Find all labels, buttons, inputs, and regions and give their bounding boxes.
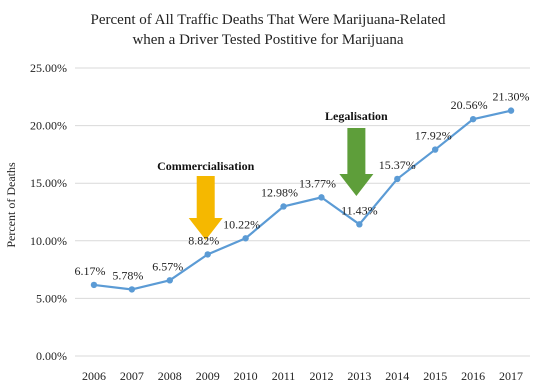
y-tick-0: 0.00% (36, 349, 67, 363)
x-tick-2017: 2017 (499, 369, 523, 383)
series-polyline (93, 109, 512, 291)
annotation-text-1: Legalisation (325, 109, 388, 123)
data-label-2012: 13.77% (299, 176, 336, 190)
data-label-2013: 11.43% (341, 203, 378, 217)
annotation-text-0: Commercialisation (157, 159, 254, 173)
y-tick-5: 25.00% (30, 61, 67, 75)
y-tick-4: 20.00% (30, 119, 67, 133)
data-label-2016: 20.56% (451, 98, 488, 112)
data-label-2010: 10.22% (223, 217, 260, 231)
x-tick-labels: 2006 2007 2008 2009 2010 2011 2012 2013 2014 2015… (82, 369, 523, 383)
x-tick-2012: 2012 (309, 369, 333, 383)
y-tick-labels: 0.00% 5.00% 10.00% 15.00% 20.00% 25.00% (30, 61, 67, 363)
data-label-2008: 6.57% (152, 259, 183, 273)
data-label-2009: 8.82% (188, 233, 219, 247)
annotation-arrow-0 (188, 176, 223, 240)
data-point-2017 (507, 107, 515, 114)
data-point-2010 (242, 235, 249, 242)
data-label-2006: 6.17% (74, 264, 105, 278)
x-tick-2016: 2016 (461, 369, 485, 383)
chart-title-line-1: Percent of All Traffic Deaths That Were … (91, 12, 446, 28)
data-labels: 6.17% 5.78% 6.57% 8.82% 10.22% 12.98%13.77% 11… (74, 90, 529, 283)
x-tick-2015: 2015 (423, 369, 447, 383)
x-tick-2011: 2011 (272, 369, 296, 383)
x-tick-2013: 2013 (347, 369, 371, 383)
data-label-2015: 17.92% (415, 129, 452, 143)
chart-title-line-2: when a Driver Tested Postitive for Marij… (132, 32, 403, 48)
x-tick-2008: 2008 (158, 369, 182, 383)
data-point-2007 (128, 286, 136, 293)
x-tick-2009: 2009 (196, 369, 220, 383)
data-point-2014 (394, 175, 401, 183)
data-label-2007: 5.78% (112, 268, 143, 282)
data-label-2017: 21.30% (493, 90, 530, 104)
data-point-2011 (280, 203, 287, 210)
annotations: Commercialisation Legalisation (157, 109, 388, 240)
data-point-2016 (469, 115, 477, 123)
data-point-2015 (432, 146, 439, 153)
x-tick-2010: 2010 (234, 369, 258, 383)
data-label-2011: 12.98% (261, 185, 298, 199)
series-line (93, 109, 512, 291)
x-tick-2014: 2014 (385, 369, 409, 383)
data-points (90, 107, 515, 293)
x-tick-2007: 2007 (120, 369, 144, 383)
data-label-2014: 15.37% (379, 158, 416, 172)
data-point-2008 (166, 277, 173, 284)
data-point-2009 (204, 251, 211, 258)
y-tick-3: 15.00% (30, 176, 67, 190)
x-tick-2006: 2006 (82, 369, 106, 383)
data-point-2013 (356, 221, 363, 228)
gridlines (75, 67, 530, 357)
y-tick-1: 5.00% (36, 291, 67, 305)
annotation-arrow-1 (339, 128, 374, 196)
y-tick-2: 10.00% (30, 234, 67, 248)
data-point-2012 (318, 194, 325, 201)
data-point-2006 (90, 281, 98, 289)
y-axis-label: Percent of Deaths (4, 162, 18, 248)
